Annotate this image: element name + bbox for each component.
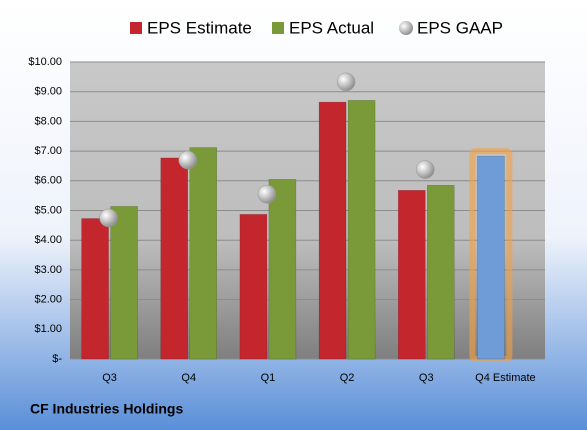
y-tick-label: $6.00 — [34, 175, 62, 187]
bar — [347, 100, 376, 360]
y-tick-label: $- — [52, 353, 62, 365]
legend-label: EPS Actual — [289, 18, 374, 37]
y-tick-label: $8.00 — [34, 115, 62, 127]
gaap-marker — [257, 184, 277, 204]
y-tick-label: $9.00 — [34, 86, 62, 98]
bar — [398, 190, 426, 360]
x-tick-label: Q2 — [340, 372, 355, 384]
x-tick-label: Q4 — [181, 372, 196, 384]
x-tick-label: Q3 — [102, 372, 117, 384]
y-tick-label: $5.00 — [34, 204, 62, 216]
bar — [81, 218, 109, 360]
footnote: CF Industries Holdings — [30, 401, 183, 417]
gaap-marker — [336, 72, 356, 92]
legend-marker — [130, 22, 142, 34]
bar — [160, 157, 188, 360]
x-tick-label: Q4 Estimate — [475, 372, 536, 384]
bar — [189, 147, 217, 360]
x-tick-label: Q3 — [419, 372, 434, 384]
y-tick-label: $4.00 — [34, 234, 62, 246]
legend-label: EPS Estimate — [147, 18, 252, 37]
bar — [268, 179, 297, 360]
legend-marker — [272, 22, 284, 34]
bar — [239, 214, 268, 360]
gaap-marker — [178, 150, 197, 170]
y-tick-label: $1.00 — [34, 323, 62, 335]
bar — [477, 155, 505, 360]
y-tick-label: $7.00 — [34, 145, 62, 157]
y-tick-label: $10.00 — [28, 56, 62, 68]
gaap-marker — [99, 208, 118, 228]
legend-marker — [399, 21, 413, 35]
legend-label: EPS GAAP — [417, 18, 503, 37]
gaap-marker — [416, 160, 435, 179]
x-tick-label: Q1 — [261, 372, 276, 384]
y-tick-label: $3.00 — [34, 264, 62, 276]
y-tick-label: $2.00 — [34, 294, 62, 306]
bar — [427, 185, 455, 360]
bar — [110, 206, 138, 360]
bar — [318, 101, 347, 360]
